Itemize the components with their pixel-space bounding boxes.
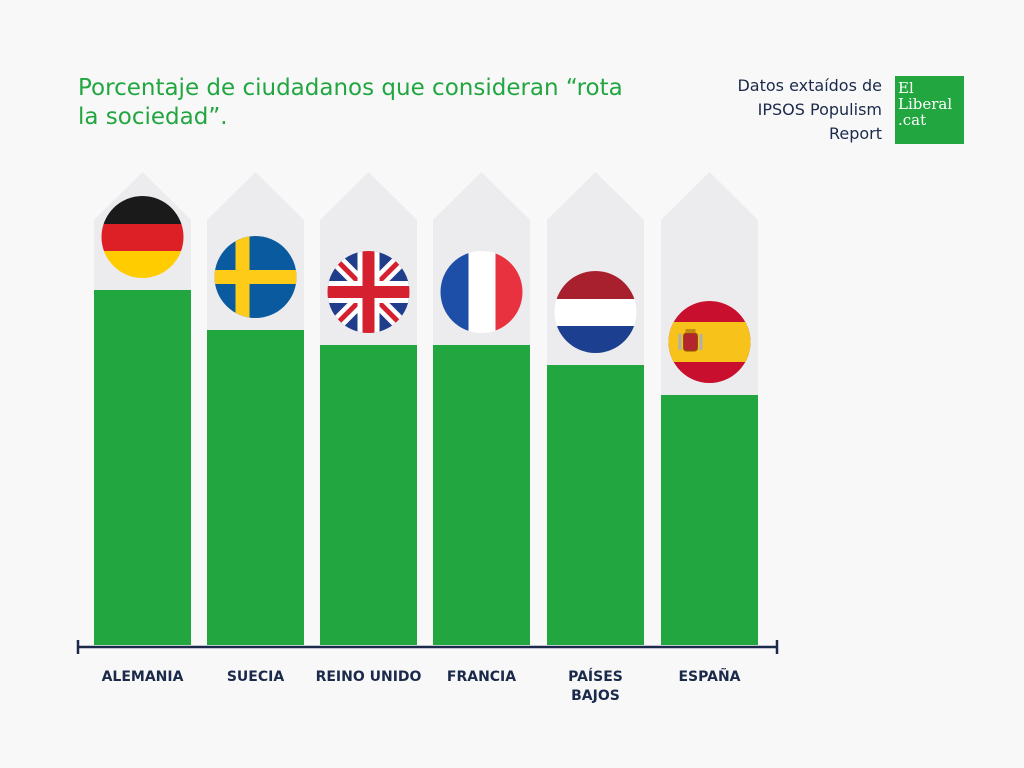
- bar-países-bajos: [547, 365, 644, 645]
- logo-line-1: El: [898, 79, 914, 97]
- chart-title: Porcentaje de ciudadanos que consideran …: [78, 75, 623, 130]
- x-tick-labels: ALEMANIA SUECIA REINO UNIDO FRANCIA PAÍSES BA…: [102, 668, 741, 704]
- background-columns: [94, 172, 758, 645]
- source-line-2: IPSOS Populism: [757, 100, 882, 119]
- source-line-3: Report: [828, 124, 882, 143]
- x-tick-label: FRANCIA: [447, 669, 516, 685]
- x-tick-label: ESPAÑA: [678, 668, 740, 685]
- spain-flag-icon: [668, 301, 751, 383]
- source-line-1: Datos extaídos de: [737, 76, 882, 95]
- el-liberal-logo: El Liberal .cat: [895, 76, 964, 144]
- bars: [94, 290, 758, 645]
- x-tick-label: SUECIA: [227, 669, 284, 685]
- source-note: Datos extaídos de IPSOS Populism Report: [660, 74, 882, 146]
- logo-line-3: .cat: [898, 111, 927, 129]
- flags: [101, 196, 751, 383]
- logo-line-2: Liberal: [898, 95, 953, 113]
- united-kingdom-flag-icon: [327, 251, 410, 333]
- x-tick-label: PAÍSES BAJOS: [568, 668, 623, 704]
- bar-reino-unido: [320, 345, 417, 645]
- sweden-flag-icon: [214, 236, 297, 318]
- bar-francia: [433, 345, 530, 645]
- x-tick-label: REINO UNIDO: [316, 669, 422, 685]
- bar-españa: [661, 395, 758, 645]
- x-tick-label: ALEMANIA: [102, 669, 184, 685]
- x-axis: [76, 640, 779, 654]
- bar-alemania: [94, 290, 191, 645]
- bar-suecia: [207, 330, 304, 645]
